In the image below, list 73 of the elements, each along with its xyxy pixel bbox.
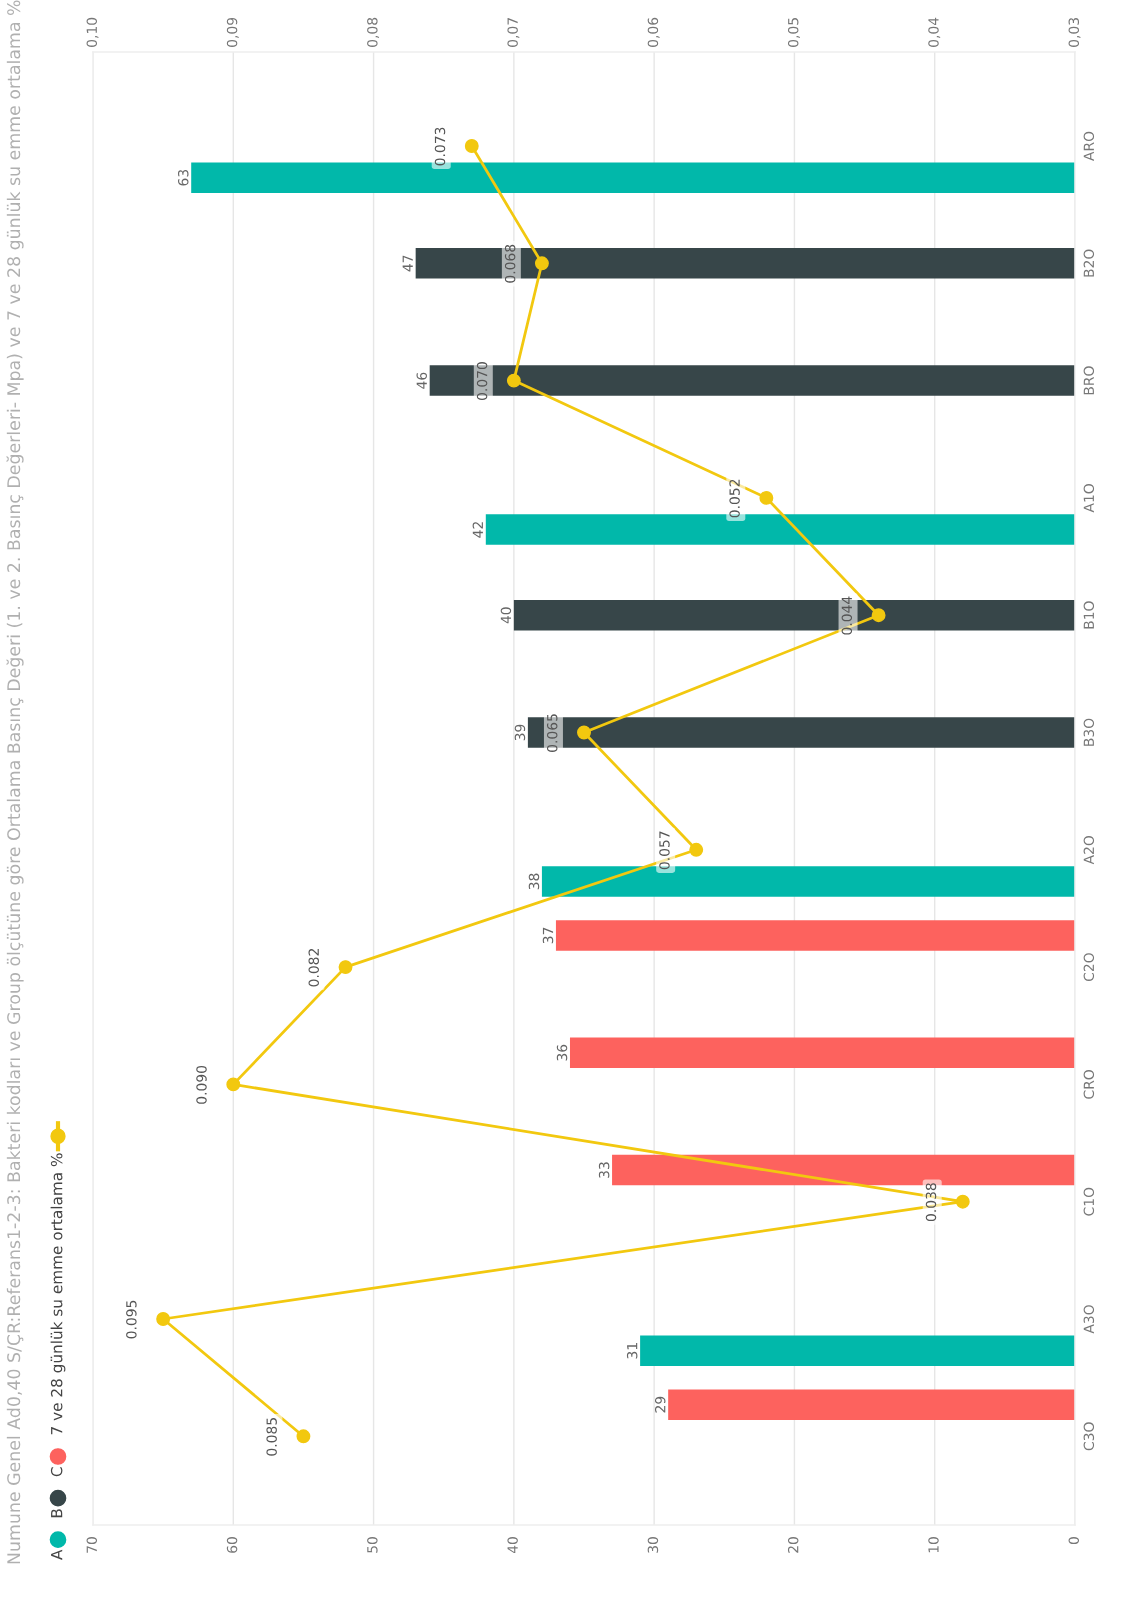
point xyxy=(955,1194,970,1209)
bar xyxy=(640,1335,1075,1366)
y-tick-label: B1O xyxy=(1083,601,1095,629)
point xyxy=(689,842,704,857)
y-tick-label: B3O xyxy=(1083,718,1095,746)
point xyxy=(577,725,591,740)
legend-label: C xyxy=(50,1467,63,1477)
x-tick-label: 50 xyxy=(367,1537,378,1553)
data-label: 0.082 xyxy=(308,949,319,987)
x2-tick-label: 0,06 xyxy=(647,17,660,47)
legend-label: A xyxy=(51,1549,63,1560)
x2-tick-label: 0,04 xyxy=(928,17,941,47)
data-label: 36 xyxy=(556,1044,568,1061)
point xyxy=(226,1077,241,1092)
x-tick-label: 0 xyxy=(1068,1537,1080,1545)
x-tick-label: 20 xyxy=(787,1537,799,1553)
point xyxy=(534,256,549,271)
x-tick-label: 40 xyxy=(507,1537,518,1554)
point xyxy=(506,373,521,388)
bar xyxy=(555,920,1075,951)
legend-label: 7 ve 28 günlük su emme ortalama % xyxy=(50,1153,66,1435)
y-tick-label: CRO xyxy=(1083,1070,1095,1099)
data-label: 63 xyxy=(178,169,189,186)
data-label: 0.090 xyxy=(196,1065,207,1104)
y-tick-label: ARO xyxy=(1083,131,1095,161)
data-label: 46 xyxy=(416,372,427,389)
point xyxy=(156,1312,171,1326)
data-label: 0.038 xyxy=(925,1183,937,1222)
x2-tick-label: 0,09 xyxy=(226,17,239,47)
data-label: 29 xyxy=(654,1396,666,1413)
point xyxy=(871,608,886,623)
point xyxy=(296,1429,311,1444)
data-label: 0.085 xyxy=(266,1418,277,1456)
data-label: 0.095 xyxy=(126,1300,137,1339)
legend-label: B xyxy=(51,1509,63,1518)
data-label: 37 xyxy=(542,927,554,944)
point xyxy=(759,490,774,505)
x-tick-label: 70 xyxy=(86,1537,98,1553)
x-tick-label: 30 xyxy=(647,1537,659,1553)
y-tick-label: BRO xyxy=(1083,366,1095,395)
bar xyxy=(569,1037,1075,1068)
x2-tick-label: 0,08 xyxy=(367,17,380,47)
bar xyxy=(668,1389,1075,1420)
data-label: 0.044 xyxy=(841,596,853,635)
y-tick-label: A1O xyxy=(1083,484,1095,513)
data-label: 0.057 xyxy=(659,831,670,870)
data-label: 47 xyxy=(402,255,413,272)
point xyxy=(338,960,353,975)
x2-tick-label: 0,07 xyxy=(507,18,520,47)
x-tick-label: 10 xyxy=(928,1537,939,1553)
data-label: 0.073 xyxy=(434,127,446,166)
point xyxy=(464,139,479,153)
y-tick-label: C3O xyxy=(1083,1422,1095,1451)
x2-tick-label: 0,03 xyxy=(1068,18,1081,47)
data-label: 31 xyxy=(626,1343,638,1359)
x2-tick-label: 0,05 xyxy=(787,18,800,47)
data-label: 33 xyxy=(598,1162,610,1178)
text: Numune Genel Ad0,40 S/ÇR:Referans1-2-3: Bakteri kodları ve Group ölçütüne göre Ortalama Basınç Değeri (1. ve 2. Basınç Değerleri- Mpa) ve 7 ve 28 günlük su emme ortalama % xyxy=(6,0,24,1564)
y-tick-label: B2O xyxy=(1083,249,1095,277)
data-label: 42 xyxy=(472,522,483,538)
data-label: 0.068 xyxy=(504,244,516,283)
data-label: 0.070 xyxy=(476,362,488,400)
data-label: 39 xyxy=(514,724,526,741)
data-label: 38 xyxy=(528,873,540,890)
y-tick-label: C1O xyxy=(1083,1187,1095,1216)
y-tick-label: A3O xyxy=(1083,1305,1095,1334)
y-tick-label: A2O xyxy=(1083,835,1095,865)
x2-tick-label: 0,10 xyxy=(86,17,99,47)
data-label: 0.052 xyxy=(729,479,740,518)
data-label: 0.065 xyxy=(546,714,558,752)
data-label: 40 xyxy=(500,607,512,624)
y-tick-label: C2O xyxy=(1083,953,1095,982)
x-tick-label: 60 xyxy=(226,1537,238,1553)
